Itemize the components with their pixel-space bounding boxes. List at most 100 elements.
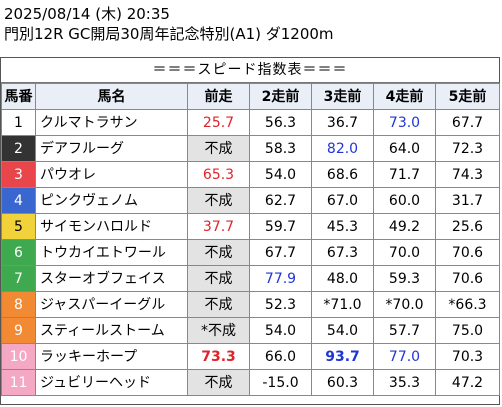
speed-index-cell: 67.7 xyxy=(249,239,312,266)
horse-number: 3 xyxy=(1,161,36,188)
speed-index-panel: ＝＝＝スピード指数表＝＝＝ 馬番 馬名 前走 2走前 3走前 4走前 5走前 1… xyxy=(0,57,500,405)
horse-name: デアフルーグ xyxy=(35,135,188,162)
speed-index-cell: 36.7 xyxy=(311,109,374,136)
col-header-number: 馬番 xyxy=(1,83,36,110)
table-row: 2 デアフルーグ 不成 58.3 82.0 64.0 72.3 xyxy=(1,135,500,162)
table-row: 11 ジュビリーヘッド 不成 -15.0 60.3 35.3 47.2 xyxy=(1,369,500,396)
speed-index-cell: 66.0 xyxy=(249,343,312,370)
header-row: 馬番 馬名 前走 2走前 3走前 4走前 5走前 xyxy=(1,83,500,110)
horse-number: 8 xyxy=(1,291,36,318)
speed-index-cell: 49.2 xyxy=(373,213,436,240)
speed-index-cell: 67.7 xyxy=(435,109,500,136)
race-title: 門別12R GC開局30周年記念特別(A1) ダ1200m xyxy=(4,25,334,43)
table-row: 10 ラッキーホープ 73.3 66.0 93.7 77.0 70.3 xyxy=(1,343,500,370)
speed-index-cell: 57.7 xyxy=(373,317,436,344)
speed-index-cell: 45.3 xyxy=(311,213,374,240)
speed-index-cell: 不成 xyxy=(187,369,250,396)
speed-index-table: 馬番 馬名 前走 2走前 3走前 4走前 5走前 1 クルマトラサン 25.7 56.… xyxy=(1,83,500,396)
speed-index-cell: 31.7 xyxy=(435,187,500,214)
speed-index-cell: 70.0 xyxy=(373,239,436,266)
horse-name: トウカイエトワール xyxy=(35,239,188,266)
race-header: 2025/08/14 (木) 20:35 門別12R GC開局30周年記念特別(… xyxy=(4,4,498,44)
speed-index-cell: *不成 xyxy=(187,317,250,344)
table-row: 8 ジャスパーイーグル 不成 52.3 *71.0 *70.0 *66.3 xyxy=(1,291,500,318)
speed-index-cell: 58.3 xyxy=(249,135,312,162)
col-header-3rd: 3走前 xyxy=(311,83,374,110)
speed-index-cell: 不成 xyxy=(187,291,250,318)
horse-number: 11 xyxy=(1,369,36,396)
speed-index-cell: 82.0 xyxy=(311,135,374,162)
speed-index-cell: 47.2 xyxy=(435,369,500,396)
speed-index-cell: *71.0 xyxy=(311,291,374,318)
speed-index-cell: 54.0 xyxy=(249,317,312,344)
speed-index-cell: 不成 xyxy=(187,265,250,292)
speed-index-cell: 60.0 xyxy=(373,187,436,214)
speed-index-cell: 70.3 xyxy=(435,343,500,370)
horse-number: 9 xyxy=(1,317,36,344)
speed-index-cell: 72.3 xyxy=(435,135,500,162)
horse-number: 6 xyxy=(1,239,36,266)
horse-name: スターオブフェイス xyxy=(35,265,188,292)
speed-index-cell: 不成 xyxy=(187,239,250,266)
table-row: 6 トウカイエトワール 不成 67.7 67.3 70.0 70.6 xyxy=(1,239,500,266)
horse-number: 1 xyxy=(1,109,36,136)
horse-number: 2 xyxy=(1,135,36,162)
speed-index-cell: 59.7 xyxy=(249,213,312,240)
horse-number: 4 xyxy=(1,187,36,214)
horse-name: ピンクヴェノム xyxy=(35,187,188,214)
speed-index-cell: 74.3 xyxy=(435,161,500,188)
speed-index-cell: 64.0 xyxy=(373,135,436,162)
speed-index-cell: 70.6 xyxy=(435,265,500,292)
speed-index-cell: 77.0 xyxy=(373,343,436,370)
speed-index-cell: 73.3 xyxy=(187,343,250,370)
horse-name: クルマトラサン xyxy=(35,109,188,136)
speed-index-cell: 67.3 xyxy=(311,239,374,266)
horse-name: パウオレ xyxy=(35,161,188,188)
col-header-2nd: 2走前 xyxy=(249,83,312,110)
horse-name: サイモンハロルド xyxy=(35,213,188,240)
speed-index-cell: 70.6 xyxy=(435,239,500,266)
horse-number: 10 xyxy=(1,343,36,370)
horse-name: ラッキーホープ xyxy=(35,343,188,370)
speed-index-cell: 56.3 xyxy=(249,109,312,136)
speed-index-cell: *70.0 xyxy=(373,291,436,318)
table-row: 5 サイモンハロルド 37.7 59.7 45.3 49.2 25.6 xyxy=(1,213,500,240)
col-header-4th: 4走前 xyxy=(373,83,436,110)
table-row: 1 クルマトラサン 25.7 56.3 36.7 73.0 67.7 xyxy=(1,109,500,136)
speed-index-cell: 25.6 xyxy=(435,213,500,240)
horse-name: ジュビリーヘッド xyxy=(35,369,188,396)
speed-index-cell: 52.3 xyxy=(249,291,312,318)
speed-index-cell: 65.3 xyxy=(187,161,250,188)
speed-index-cell: 48.0 xyxy=(311,265,374,292)
speed-index-cell: 62.7 xyxy=(249,187,312,214)
table-title: ＝＝＝スピード指数表＝＝＝ xyxy=(1,58,499,83)
speed-index-cell: 25.7 xyxy=(187,109,250,136)
table-row: 7 スターオブフェイス 不成 77.9 48.0 59.3 70.6 xyxy=(1,265,500,292)
horse-name: スティールストーム xyxy=(35,317,188,344)
speed-index-cell: 93.7 xyxy=(311,343,374,370)
speed-index-cell: 54.0 xyxy=(249,161,312,188)
speed-index-cell: 71.7 xyxy=(373,161,436,188)
speed-index-cell: 68.6 xyxy=(311,161,374,188)
speed-index-cell: 75.0 xyxy=(435,317,500,344)
speed-index-cell: 35.3 xyxy=(373,369,436,396)
speed-index-cell: 37.7 xyxy=(187,213,250,240)
table-row: 9 スティールストーム *不成 54.0 54.0 57.7 75.0 xyxy=(1,317,500,344)
speed-index-cell: 不成 xyxy=(187,135,250,162)
race-datetime: 2025/08/14 (木) 20:35 xyxy=(4,5,170,23)
speed-index-cell: *66.3 xyxy=(435,291,500,318)
speed-index-cell: 不成 xyxy=(187,187,250,214)
table-row: 4 ピンクヴェノム 不成 62.7 67.0 60.0 31.7 xyxy=(1,187,500,214)
col-header-horse: 馬名 xyxy=(35,83,188,110)
col-header-5th: 5走前 xyxy=(435,83,500,110)
speed-index-cell: -15.0 xyxy=(249,369,312,396)
table-row: 3 パウオレ 65.3 54.0 68.6 71.7 74.3 xyxy=(1,161,500,188)
horse-number: 5 xyxy=(1,213,36,240)
speed-index-cell: 59.3 xyxy=(373,265,436,292)
speed-index-cell: 60.3 xyxy=(311,369,374,396)
horse-name: ジャスパーイーグル xyxy=(35,291,188,318)
speed-index-cell: 73.0 xyxy=(373,109,436,136)
speed-index-cell: 67.0 xyxy=(311,187,374,214)
horse-number: 7 xyxy=(1,265,36,292)
col-header-last: 前走 xyxy=(187,83,250,110)
